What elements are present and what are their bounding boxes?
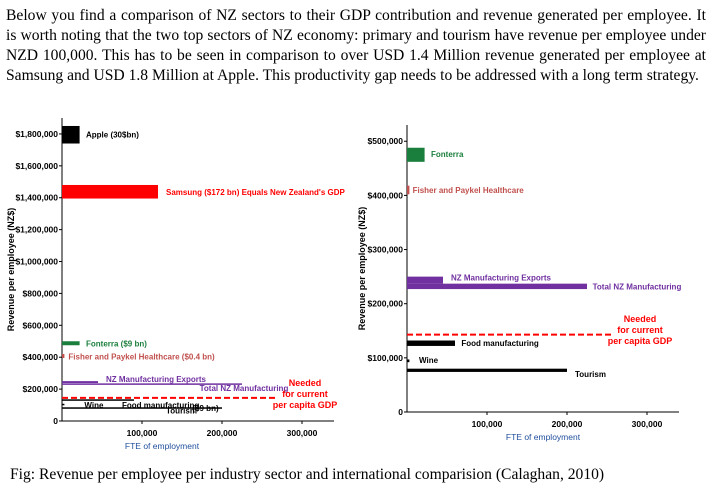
reference-line-label: for current (282, 389, 328, 399)
reference-line-label: Needed (624, 314, 657, 324)
data-label: Fisher and Paykel Healthcare (413, 186, 525, 195)
bar-samsung-172-bn (62, 184, 158, 199)
bar-food-manufacturing-9-bn (62, 399, 134, 401)
y-tick-label: $1,200,000 (15, 225, 58, 235)
data-label: Apple (30$bn) (86, 131, 139, 140)
figure-caption: Fig: Revenue per employee per industry s… (10, 466, 605, 483)
x-axis-label: FTE of employment (506, 432, 581, 442)
data-label: Tourism (166, 407, 197, 416)
data-label: Wine (419, 356, 439, 365)
x-tick-label: 300,000 (632, 419, 663, 429)
bar-tourism (407, 368, 567, 372)
y-axis-label: Revenue per employee (NZ$) (357, 207, 367, 331)
bar-total-nz-manufacturing (62, 383, 242, 385)
x-axis-label: FTE of employment (125, 441, 200, 451)
data-label: Fonterra (431, 150, 464, 159)
y-tick-label: $200,000 (368, 299, 404, 309)
bar-nz-manufacturing-exports (62, 381, 98, 384)
y-tick-label: $1,800,000 (15, 129, 58, 139)
data-label: Total NZ Manufacturing (593, 282, 682, 291)
data-label: NZ Manufacturing Exports (451, 274, 552, 283)
x-tick-label: 100,000 (127, 428, 158, 438)
reference-line-label: per capita GDP (273, 400, 338, 410)
chart-revenue-per-employee-nz-detail: 0 $100,000 $200,000 $300,000 $400,000 $500,00… (357, 125, 682, 442)
reference-line-label: for current (617, 325, 663, 335)
x-tick-label: 100,000 (472, 419, 503, 429)
data-label: Fisher and Paykel Healthcare ($0.4 bn) (68, 352, 215, 361)
intro-paragraph: Below you find a comparison of NZ sector… (6, 7, 706, 84)
y-tick-label: $600,000 (23, 320, 59, 330)
data-label: Wine (84, 401, 104, 410)
bar-fisher-and-paykel-healthcare-0-4-bn (62, 354, 65, 359)
bar-fisher-and-paykel-healthcare (407, 185, 410, 195)
x-tick-label: 300,000 (287, 428, 318, 438)
data-label: Fonterra ($9 bn) (86, 339, 147, 348)
y-tick-label: $200,000 (23, 384, 59, 394)
bar-apple-30-bn (62, 125, 80, 144)
bar-fonterra (407, 147, 425, 162)
data-label: Food manufacturing (122, 401, 199, 410)
bar-wine (407, 359, 410, 363)
y-tick-label: $100,000 (368, 353, 404, 363)
data-label: Food manufacturing (461, 339, 538, 348)
y-tick-label: 0 (53, 416, 58, 426)
x-tick-label: 200,000 (552, 419, 583, 429)
y-tick-label: $300,000 (368, 245, 404, 255)
y-tick-label: $400,000 (368, 190, 404, 200)
y-axis-label: Revenue per employee (NZ$) (6, 208, 16, 332)
bar-fonterra-9-bn (62, 341, 80, 346)
bar-food-manufacturing (407, 340, 455, 346)
x-tick-label: 200,000 (207, 428, 238, 438)
data-label: ($9 bn) (192, 404, 219, 413)
reference-line-label: per capita GDP (608, 336, 673, 346)
data-label: NZ Manufacturing Exports (106, 375, 207, 384)
data-label: Tourism (575, 370, 606, 379)
reference-line-label: Needed (289, 378, 322, 388)
y-tick-label: $400,000 (23, 352, 59, 362)
y-tick-label: $1,600,000 (15, 161, 58, 171)
bar-total-nz-manufacturing (407, 283, 587, 290)
chart-revenue-per-employee-international: 0 $200,000 $400,000 $600,000 $800,000 $1,000,… (6, 118, 346, 451)
data-label: Total NZ Manufacturing (200, 384, 289, 393)
bar-wine (62, 403, 65, 406)
y-tick-label: 0 (398, 407, 403, 417)
bar-nz-manufacturing-exports (407, 276, 443, 284)
y-tick-label: $500,000 (368, 136, 404, 146)
y-tick-label: $800,000 (23, 288, 59, 298)
y-tick-label: $1,400,000 (15, 193, 58, 203)
bar-tourism (62, 407, 222, 409)
y-tick-label: $1,000,000 (15, 257, 58, 267)
data-label: Samsung ($172 bn) Equals New Zealand's G… (166, 188, 346, 197)
